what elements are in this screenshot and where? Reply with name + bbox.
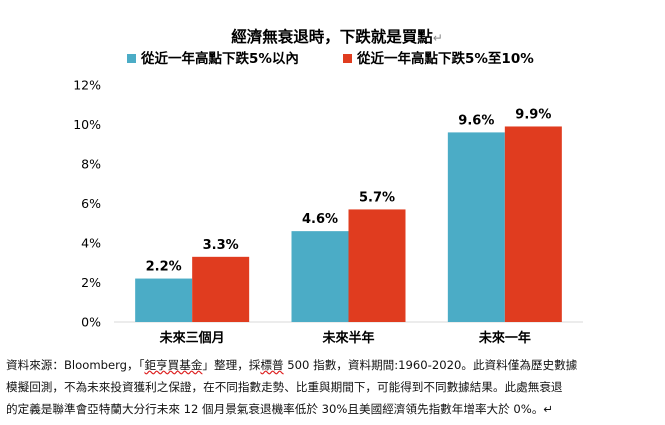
legend-label: 從近一年高點下跌5%至10% [356, 50, 534, 67]
y-tick-label: 2% [81, 275, 101, 290]
bar [504, 126, 562, 322]
y-tick-label: 8% [81, 157, 101, 172]
x-tick-label: 未來三個月 [159, 330, 225, 346]
bar-value-label: 3.3% [203, 238, 239, 253]
bar-value-label: 9.6% [458, 113, 494, 128]
y-tick-label: 10% [73, 117, 101, 132]
bar-value-label: 2.2% [146, 260, 182, 275]
footnote-line-2: 模擬回測，不為未來投資獲利之保證，在不同指數走勢、比重與期間下，可能得到不同數據… [6, 380, 563, 394]
chart-title: 經濟無衰退時，下跌就是買點↵ [231, 27, 443, 46]
footnote-line-3: 的定義是聯準會亞特蘭大分行未來 12 個月景氣衰退機率低於 30%且美國經濟領先… [6, 402, 554, 416]
x-tick-label: 未來一年 [478, 330, 531, 346]
x-tick-label: 未來半年 [321, 330, 374, 346]
chart-legend: 從近一年高點下跌5%以內 從近一年高點下跌5%至10% [127, 50, 534, 67]
legend-swatch [127, 54, 136, 63]
y-tick-label: 0% [81, 315, 101, 330]
bar-value-label: 4.6% [302, 212, 338, 227]
bar [192, 256, 250, 322]
y-tick-label: 4% [81, 236, 101, 251]
bar-value-label: 9.9% [515, 107, 551, 122]
bars-group: 2.2% 3.3% 4.6% 5.7% 9.6% 9.9% [135, 107, 562, 322]
x-axis-labels: 未來三個月 未來半年 未來一年 [159, 330, 531, 346]
legend-label: 從近一年高點下跌5%以內 [140, 50, 299, 67]
bar [348, 209, 406, 322]
y-tick-label: 12% [73, 78, 101, 93]
footnote-line-1: 資料來源：Bloomberg，「鉅亨買基金」整理，採標普 500 指數，資料期間… [6, 358, 578, 372]
bar [447, 132, 505, 322]
legend-swatch [343, 54, 352, 63]
y-tick-label: 6% [81, 196, 101, 211]
bar-chart: 經濟無衰退時，下跌就是買點↵ 從近一年高點下跌5%以內 從近一年高點下跌5%至10… [73, 27, 583, 346]
bar [135, 278, 193, 322]
bar-value-label: 5.7% [359, 190, 395, 205]
bar [291, 231, 349, 322]
y-axis: 0% 2% 4% 6% 8% 10% 12% [73, 78, 101, 330]
